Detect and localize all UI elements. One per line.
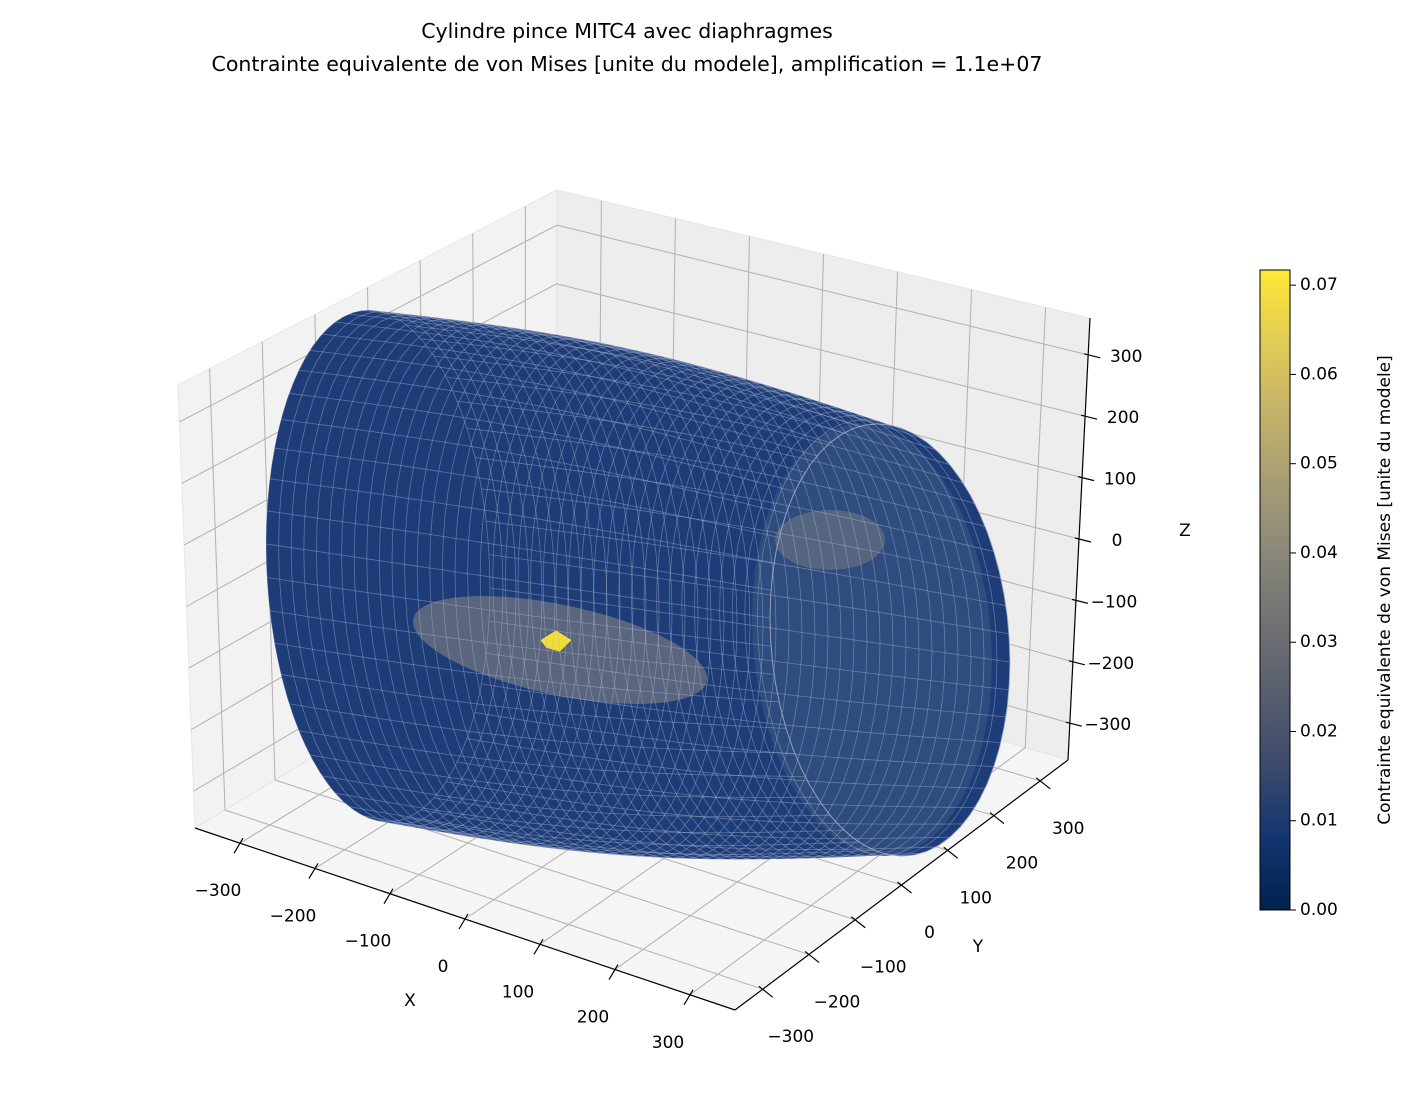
x-tick [308,863,319,879]
x-axis-label: X [404,991,416,1011]
x-tick-label: 300 [652,1033,684,1053]
y-tick-label: 300 [1052,819,1084,839]
colorbar: 0.00 0.01 0.02 0.03 0.04 0.05 0.06 0.07 [1259,269,1338,920]
y-tick-label: −300 [767,1027,814,1047]
x-tick [608,964,619,980]
chart-title: Cylindre pince MITC4 avec diaphragmes [421,19,833,43]
y-tick [989,812,1005,825]
stress-peak [539,629,573,653]
grid-line [556,224,1089,356]
x-tick [458,913,469,930]
x-tick-label: 100 [502,982,534,1002]
y-tick-label: 100 [960,888,992,908]
y-tick [897,881,912,894]
x-tick-label: −300 [195,881,242,901]
surface [266,310,1011,860]
z-tick [1071,598,1089,604]
y-tick-label: −100 [860,958,907,978]
z-tick [1080,414,1098,420]
y-tick-label: 200 [1006,854,1038,874]
y-tick [758,985,774,998]
z-tick-label: −100 [1091,592,1138,612]
interior-patch [775,510,885,570]
z-tick-label: −200 [1088,654,1135,674]
colorbar-tick-label: 0.01 [1300,811,1338,831]
colorbar-gradient [1259,269,1291,911]
z-tick-label: 0 [1112,531,1123,551]
y-tick [943,846,959,859]
y-tick [1035,777,1051,790]
colorbar-tick-label: 0.06 [1300,364,1338,384]
z-tick [1084,353,1101,359]
z-tick-label: 200 [1107,408,1139,428]
x-tick-label: 200 [577,1008,609,1028]
y-tick-label: 0 [924,923,935,943]
surface-mesh [266,310,1010,860]
z-tick [1065,721,1082,727]
colorbar-tick-label: 0.04 [1300,543,1338,563]
z-tick-label: 300 [1110,347,1142,367]
y-tick [804,950,820,963]
z-tick [1068,660,1086,666]
colorbar-label: Contrainte equivalente de von Mises [uni… [1375,355,1395,825]
colorbar-tick-label: 0.07 [1300,275,1338,295]
x-tick [533,938,544,955]
z-tick-label: 100 [1104,470,1136,490]
x-tick-label: 0 [438,957,449,977]
z-tick [1077,476,1095,482]
x-tick [233,837,244,854]
colorbar-tick-label: 0.05 [1300,454,1338,474]
grid-line [224,809,763,990]
z-tick [1074,537,1092,543]
x-tick-label: −200 [270,906,317,926]
x-tick [683,989,694,1006]
z-tick-label: −300 [1084,715,1131,735]
colorbar-tick-label: 0.00 [1300,900,1338,920]
x-tick-label: −100 [345,932,392,952]
z-axis-label: Z [1179,521,1191,541]
colorbar-tick-label: 0.02 [1300,721,1338,741]
x-tick [383,888,394,905]
y-tick-label: −200 [814,992,861,1012]
grid-line [556,283,1086,417]
chart-subtitle: Contrainte equivalente de von Mises [uni… [212,52,1043,76]
colorbar-tick-label: 0.03 [1300,632,1338,652]
cylinder-outline [769,423,1011,857]
y-axis-label: Y [972,937,984,957]
y-tick [850,916,866,929]
